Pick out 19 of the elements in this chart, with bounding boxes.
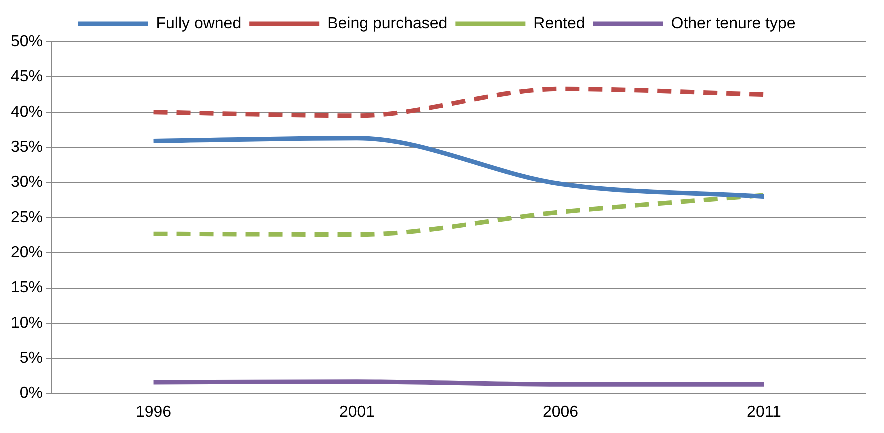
legend-label: Fully owned — [156, 15, 242, 32]
y-tick-label: 0% — [20, 385, 44, 402]
legend-label: Other tenure type — [671, 15, 796, 32]
y-tick-label: 25% — [10, 209, 44, 226]
x-tick-label: 1996 — [136, 404, 172, 421]
y-tick-label: 35% — [10, 138, 44, 156]
y-tick-label: 10% — [10, 314, 44, 332]
legend-label: Being purchased — [328, 15, 448, 32]
y-tick-label: 50% — [10, 33, 44, 50]
y-tick-label: 40% — [10, 104, 44, 121]
x-tick-label: 2001 — [339, 404, 376, 421]
legend-label: Rented — [534, 15, 586, 32]
y-tick-label: 30% — [10, 174, 44, 192]
y-tick-label: 45% — [10, 68, 44, 86]
y-tick-label: 5% — [20, 350, 44, 368]
x-tick-label: 2006 — [542, 404, 579, 421]
x-tick-label: 2011 — [747, 404, 782, 421]
y-tick-label: 20% — [10, 244, 44, 262]
y-tick-label: 15% — [10, 280, 44, 297]
